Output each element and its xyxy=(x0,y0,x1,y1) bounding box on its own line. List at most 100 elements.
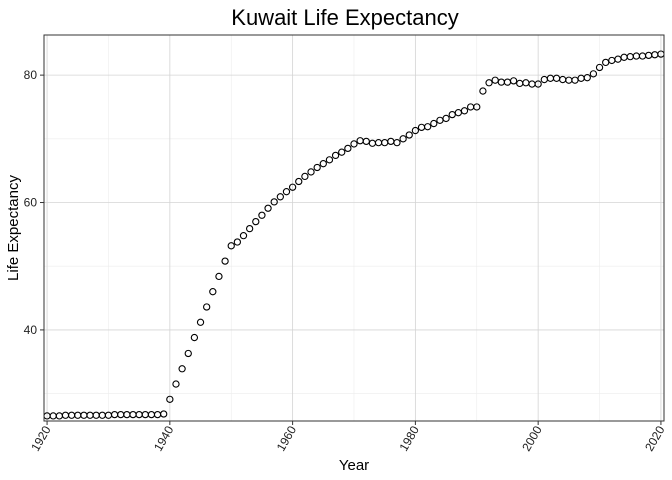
data-point xyxy=(571,76,579,84)
data-point xyxy=(466,103,475,111)
x-tick-label: 1960 xyxy=(274,423,300,453)
plot-panel xyxy=(43,34,665,422)
data-point xyxy=(651,51,659,59)
data-point xyxy=(160,410,168,418)
data-point xyxy=(424,123,432,131)
data-point xyxy=(497,78,505,86)
data-point xyxy=(552,74,561,82)
data-point xyxy=(331,151,340,160)
data-point xyxy=(417,123,426,132)
x-tick-label: 2000 xyxy=(519,423,545,453)
data-point xyxy=(509,77,518,85)
data-point xyxy=(288,183,297,191)
data-point xyxy=(166,395,174,403)
data-point xyxy=(252,217,260,226)
data-point xyxy=(620,53,628,61)
data-point xyxy=(528,80,536,88)
data-point xyxy=(301,172,309,181)
data-point xyxy=(203,303,211,311)
data-point xyxy=(178,365,186,373)
data-point xyxy=(209,288,217,296)
data-point xyxy=(559,75,567,84)
data-point xyxy=(454,109,463,117)
data-point xyxy=(632,52,641,60)
data-point xyxy=(448,110,456,119)
x-tick-label: 1920 xyxy=(28,423,54,453)
data-point xyxy=(387,137,395,146)
data-point xyxy=(645,51,653,60)
data-point xyxy=(319,160,327,168)
data-point xyxy=(135,410,143,419)
data-point xyxy=(49,412,57,420)
data-point xyxy=(399,135,407,143)
data-point xyxy=(110,410,119,419)
data-point xyxy=(338,148,346,156)
data-point xyxy=(117,410,125,419)
y-tick-label: 60 xyxy=(24,196,38,210)
data-point xyxy=(258,211,266,219)
data-point xyxy=(239,231,248,240)
data-point xyxy=(233,238,242,246)
data-point xyxy=(147,410,156,419)
data-point xyxy=(608,56,616,65)
data-point xyxy=(522,79,530,87)
data-point xyxy=(227,242,235,250)
data-point xyxy=(503,78,512,86)
data-point xyxy=(411,126,420,135)
data-point xyxy=(245,224,254,233)
x-axis: 1920 1940 1960 1980 2000 2020 xyxy=(28,421,668,454)
data-point xyxy=(534,80,542,88)
x-axis-title: Year xyxy=(339,457,369,474)
data-point xyxy=(264,204,272,212)
y-tick-label: 80 xyxy=(24,68,38,82)
data-point xyxy=(565,76,573,84)
x-tick-label: 2020 xyxy=(642,423,668,453)
data-point xyxy=(196,318,205,326)
data-point xyxy=(516,79,524,88)
data-point xyxy=(141,410,149,419)
y-axis: 40 60 80 xyxy=(24,68,44,337)
data-point xyxy=(92,411,100,419)
data-point xyxy=(479,87,487,95)
data-point xyxy=(430,119,438,128)
grid-lines xyxy=(44,35,664,421)
data-point xyxy=(436,116,444,125)
data-point xyxy=(405,131,413,139)
data-point xyxy=(67,411,76,419)
data-point xyxy=(215,272,223,281)
data-point xyxy=(393,138,401,147)
data-point xyxy=(153,410,162,419)
data-point xyxy=(325,156,334,164)
data-point xyxy=(602,58,610,67)
data-point xyxy=(172,380,180,388)
data-point xyxy=(589,70,598,78)
x-tick-label: 1940 xyxy=(151,423,177,453)
data-point xyxy=(583,74,591,82)
data-point xyxy=(595,63,604,72)
data-point xyxy=(221,257,229,265)
data-point xyxy=(74,411,82,419)
data-point xyxy=(362,137,370,146)
data-point xyxy=(368,139,377,147)
data-point xyxy=(184,349,192,358)
y-axis-title: Life Expectancy xyxy=(5,175,22,281)
data-point xyxy=(98,411,106,419)
data-point xyxy=(86,411,94,419)
data-point xyxy=(577,74,585,82)
data-point xyxy=(491,76,499,84)
data-point xyxy=(80,411,88,419)
data-point xyxy=(276,193,284,201)
data-point xyxy=(61,411,70,419)
data-point xyxy=(374,138,383,147)
data-point xyxy=(307,168,315,176)
data-point xyxy=(546,74,555,82)
x-tick-label: 1980 xyxy=(397,423,423,453)
y-tick-label: 40 xyxy=(24,323,38,337)
chart-title: Kuwait Life Expectancy xyxy=(231,5,458,30)
data-point xyxy=(282,188,291,196)
data-point xyxy=(190,333,199,342)
data-point xyxy=(626,53,634,61)
data-point xyxy=(270,198,278,206)
data-point xyxy=(350,140,358,148)
